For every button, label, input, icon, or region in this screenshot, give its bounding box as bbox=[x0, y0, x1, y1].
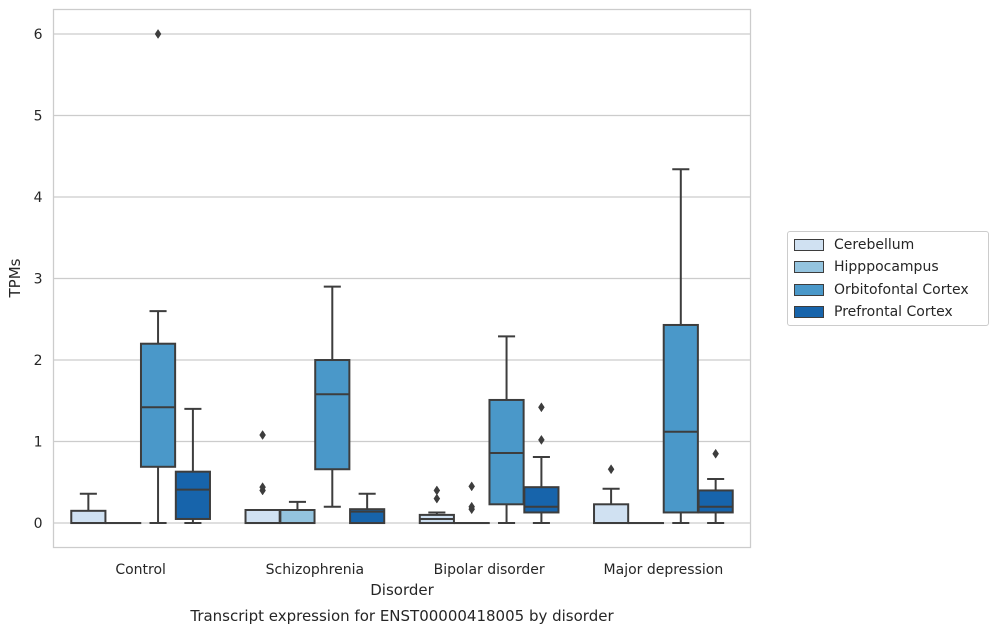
outlier-point bbox=[712, 448, 719, 459]
box-iqr bbox=[70, 509, 107, 525]
chart-title: Transcript expression for ENST0000041800… bbox=[189, 607, 614, 625]
box-iqr bbox=[662, 323, 699, 514]
legend-swatch-prefrontal-cortex bbox=[794, 306, 824, 318]
outlier-point bbox=[259, 430, 266, 440]
x-tick-label: Schizophrenia bbox=[266, 562, 364, 578]
outlier-point bbox=[607, 464, 615, 475]
legend-label: Cerebellum bbox=[834, 237, 915, 253]
x-tick-label: Bipolar disorder bbox=[434, 562, 545, 578]
box-orbitofontal-cortex bbox=[139, 29, 177, 525]
y-tick-label: 3 bbox=[34, 272, 43, 288]
box-iqr bbox=[244, 509, 281, 525]
box-prefrontal-cortex bbox=[523, 402, 560, 525]
box-cerebellum bbox=[593, 464, 630, 525]
box-prefrontal-cortex bbox=[349, 492, 386, 525]
x-tick-label: Major depression bbox=[604, 562, 724, 578]
box-cerebellum bbox=[70, 492, 107, 525]
legend-label: Orbitofontal Cortex bbox=[834, 282, 969, 298]
box-orbitofontal-cortex bbox=[488, 335, 525, 525]
box-plot-boxes bbox=[70, 29, 734, 525]
legend-item-prefrontal-cortex: Prefrontal Cortex bbox=[794, 302, 953, 322]
legend-swatch-cerebellum bbox=[794, 239, 824, 251]
outlier-point bbox=[468, 481, 476, 492]
y-axis-label: TPMs bbox=[6, 258, 24, 298]
box-hipppocampus bbox=[453, 481, 490, 525]
legend-item-orbitofrontal-cortex: Orbitofontal Cortex bbox=[794, 280, 969, 300]
outlier-point bbox=[259, 482, 266, 493]
outlier-point bbox=[154, 29, 162, 39]
box-cerebellum bbox=[244, 430, 281, 525]
box-orbitofontal-cortex bbox=[662, 168, 699, 525]
legend-label: Hipppocampus bbox=[834, 259, 939, 275]
box-iqr bbox=[593, 503, 630, 525]
legend-swatch-orbitofrontal-cortex bbox=[794, 284, 824, 296]
plot-frame bbox=[52, 8, 752, 549]
box-prefrontal-cortex bbox=[697, 448, 734, 525]
outlier-point bbox=[433, 493, 441, 504]
y-tick-label: 4 bbox=[34, 190, 43, 206]
legend-swatch-hippocampus bbox=[794, 261, 824, 273]
outlier-point bbox=[433, 485, 441, 496]
y-tick-label: 0 bbox=[34, 516, 43, 532]
box-cerebellum bbox=[418, 485, 455, 525]
y-tick-label: 5 bbox=[34, 108, 43, 124]
box-iqr bbox=[139, 342, 177, 468]
legend-label: Prefrontal Cortex bbox=[834, 304, 953, 320]
outlier-point bbox=[538, 402, 545, 413]
box-hipppocampus bbox=[279, 500, 316, 525]
box-iqr bbox=[523, 486, 560, 514]
y-tick-label: 2 bbox=[34, 353, 43, 369]
box-iqr bbox=[279, 509, 316, 525]
box-iqr bbox=[349, 508, 386, 525]
legend: Cerebellum Hipppocampus Orbitofontal Cor… bbox=[787, 231, 989, 326]
box-orbitofontal-cortex bbox=[314, 285, 351, 508]
outlier-point bbox=[468, 501, 476, 512]
legend-item-cerebellum: Cerebellum bbox=[794, 235, 914, 255]
box-iqr bbox=[174, 470, 211, 520]
x-axis-label: Disorder bbox=[370, 581, 434, 599]
x-tick-label: Control bbox=[115, 562, 166, 578]
y-tick-label: 1 bbox=[34, 435, 43, 451]
legend-item-hippocampus: Hipppocampus bbox=[794, 257, 939, 277]
outlier-point bbox=[538, 434, 545, 445]
box-prefrontal-cortex bbox=[174, 407, 211, 525]
box-iqr bbox=[697, 489, 734, 514]
box-iqr bbox=[314, 359, 351, 471]
axis-ticks: 0 1 2 3 4 5 6 Control Schizophrenia Bipolar disor… bbox=[34, 27, 724, 578]
y-tick-label: 6 bbox=[34, 27, 43, 43]
